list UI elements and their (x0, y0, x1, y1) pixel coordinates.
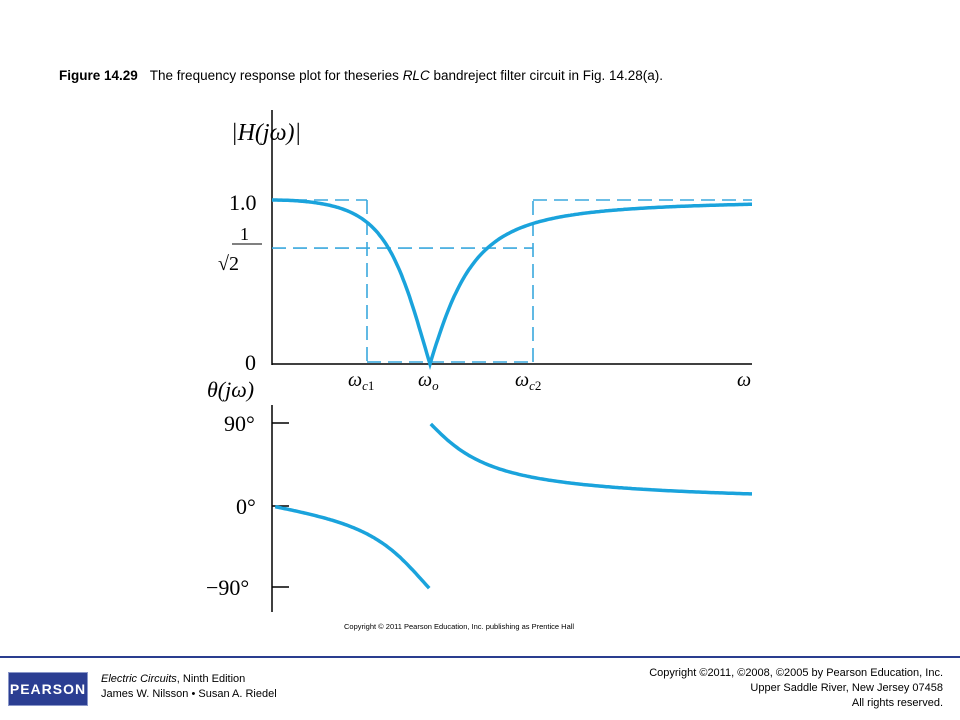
publisher-credit: Copyright © 2011 Pearson Education, Inc.… (344, 622, 575, 631)
tick-label-1-0: 1.0 (229, 190, 257, 215)
figure-caption: Figure 14.29 The frequency response plot … (59, 68, 663, 83)
book-edition: , Ninth Edition (176, 673, 246, 685)
phase-tick-label-0: 0° (236, 494, 256, 519)
book-info: Electric Circuits, Ninth Edition James W… (101, 672, 277, 702)
book-authors: James W. Nilsson • Susan A. Riedel (101, 688, 277, 700)
ideal-response-dashed (272, 199, 752, 363)
copyright-line-3: All rights reserved. (851, 697, 943, 709)
copyright-line-2: Upper Saddle River, New Jersey 07458 (750, 682, 943, 694)
caption-text-2: bandreject filter circuit in Fig. 14.28(… (429, 68, 664, 83)
phase-curve-low (274, 504, 431, 590)
frequency-response-plot: |H(jω)| 1.0 1 √2 0 ωc1 ωo ωc2 ω θ(jω) 90… (206, 110, 752, 612)
x-tick-wo: ωo (418, 369, 439, 393)
caption-text-italic: RLC (402, 68, 430, 83)
phase-curve-high (429, 422, 752, 496)
x-tick-wc2: ωc2 (515, 369, 541, 393)
x-axis-label-w: ω (737, 369, 751, 391)
phase-tick-label-90: 90° (224, 411, 255, 436)
tick-label-0: 0 (245, 350, 256, 375)
footer-divider (0, 656, 960, 658)
magnitude-y-label: |H(jω)| (231, 120, 301, 146)
copyright-notice: Copyright ©2011, ©2008, ©2005 by Pearson… (649, 666, 943, 711)
svg-text:√2: √2 (218, 253, 239, 275)
x-tick-wc1: ωc1 (348, 369, 374, 393)
figure-label: Figure 14.29 (59, 68, 138, 83)
pearson-logo: PEARSON (8, 672, 88, 706)
copyright-line-1: Copyright ©2011, ©2008, ©2005 by Pearson… (649, 667, 943, 679)
magnitude-plot: |H(jω)| 1.0 1 √2 0 ωc1 ωo ωc2 ω (218, 110, 752, 393)
caption-text-1: The frequency response plot for theserie… (149, 68, 403, 83)
phase-plot: θ(jω) 90° 0° −90° (206, 377, 752, 612)
svg-text:1: 1 (240, 224, 249, 244)
book-title: Electric Circuits (101, 673, 177, 685)
book-title-line: Electric Circuits, Ninth Edition (101, 672, 277, 687)
tick-label-one-over-root2: 1 √2 (218, 224, 262, 275)
magnitude-curve (272, 198, 752, 371)
phase-y-label: θ(jω) (207, 377, 254, 402)
phase-tick-label-minus90: −90° (206, 575, 249, 600)
